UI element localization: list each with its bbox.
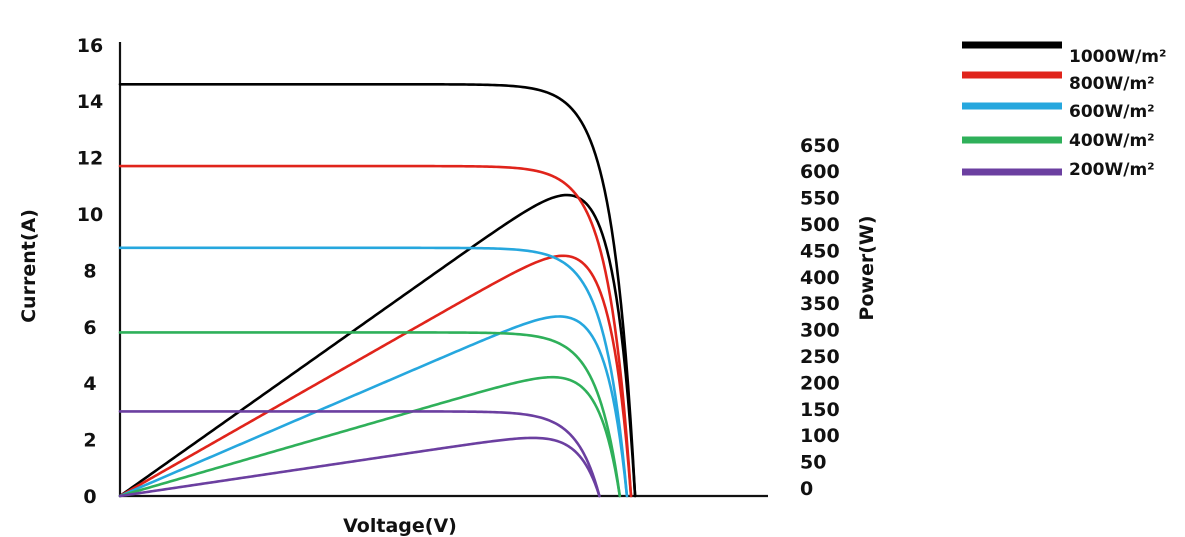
y2-tick-label: 300 bbox=[800, 320, 840, 342]
pv-curve-4 bbox=[118, 436, 601, 498]
iv-curve-4 bbox=[118, 410, 601, 498]
y2-tick-label: 450 bbox=[800, 240, 840, 262]
x-axis-title: Voltage(V) bbox=[343, 515, 457, 537]
iv-curve-1 bbox=[118, 164, 633, 498]
y2-tick-label: 650 bbox=[800, 135, 840, 157]
y2-tick-labels: 0 50 100 150 200 250 300 350 400 450 500 550 600 650 bbox=[800, 135, 840, 500]
y2-axis-title: Power(W) bbox=[856, 215, 878, 320]
y-tick-label: 10 bbox=[77, 204, 103, 226]
y2-tick-label: 400 bbox=[800, 267, 840, 289]
pv-curve-0 bbox=[118, 193, 637, 498]
y2-tick-label: 200 bbox=[800, 372, 840, 394]
y2-tick-label: 50 bbox=[800, 452, 826, 474]
legend: 1000W/m² 800W/m² 600W/m² 400W/m² 200W/m² bbox=[962, 41, 1166, 180]
y2-tick-label: 250 bbox=[800, 346, 840, 368]
pv-curve-1 bbox=[118, 254, 633, 498]
y-tick-label: 14 bbox=[77, 91, 103, 113]
legend-label-1: 800W/m² bbox=[1069, 74, 1155, 94]
pv-curve-2 bbox=[118, 315, 629, 498]
iv-curve-2 bbox=[118, 246, 629, 498]
legend-label-4: 200W/m² bbox=[1069, 160, 1155, 180]
y2-tick-label: 500 bbox=[800, 214, 840, 236]
y2-tick-label: 100 bbox=[800, 425, 840, 447]
y-tick-label: 8 bbox=[83, 260, 96, 282]
iv-curve-0 bbox=[118, 82, 637, 498]
y2-tick-label: 150 bbox=[800, 399, 840, 421]
y-tick-label: 16 bbox=[77, 35, 103, 57]
y2-tick-label: 350 bbox=[800, 293, 840, 315]
series-curves bbox=[118, 82, 637, 498]
y-tick-labels: 0 2 4 6 8 10 12 14 16 bbox=[77, 35, 103, 508]
y-tick-label: 2 bbox=[83, 430, 96, 452]
y-tick-label: 4 bbox=[83, 373, 96, 395]
y-tick-label: 6 bbox=[83, 317, 96, 339]
y2-tick-label: 0 bbox=[800, 478, 813, 500]
pv-curve-3 bbox=[118, 375, 622, 498]
legend-label-3: 400W/m² bbox=[1069, 131, 1155, 151]
y2-tick-label: 550 bbox=[800, 188, 840, 210]
axes bbox=[118, 42, 768, 498]
y-tick-label: 0 bbox=[83, 486, 96, 508]
legend-label-0: 1000W/m² bbox=[1069, 47, 1166, 67]
y2-tick-label: 600 bbox=[800, 161, 840, 183]
y-axis-title: Current(A) bbox=[18, 209, 40, 323]
y-tick-label: 12 bbox=[77, 148, 103, 170]
legend-label-2: 600W/m² bbox=[1069, 102, 1155, 122]
iv-curve-3 bbox=[118, 331, 622, 498]
